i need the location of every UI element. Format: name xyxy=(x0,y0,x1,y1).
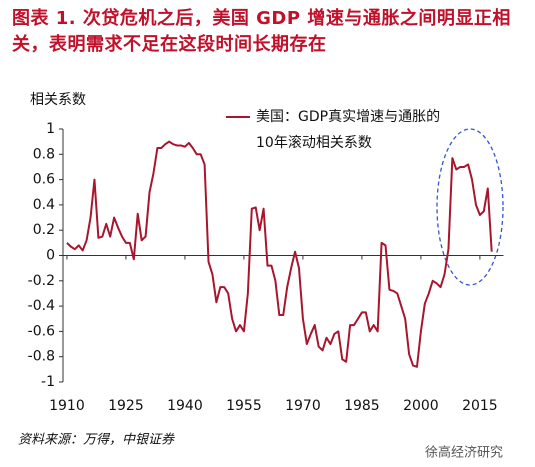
x-tick-label: 1910 xyxy=(49,398,85,414)
y-tick-label: -1 xyxy=(41,374,55,390)
x-tick-label: 1940 xyxy=(167,398,203,414)
y-axis-label: 相关系数 xyxy=(30,92,86,108)
legend-label: 美国：GDP真实增速与通胀的10年滚动相关系数 xyxy=(256,109,441,151)
x-tick-label: 2000 xyxy=(403,398,439,414)
y-tick-label: 1 xyxy=(46,121,55,137)
y-tick-label: -0.2 xyxy=(28,273,55,289)
y-tick-label: -0.4 xyxy=(28,298,55,314)
x-tick-label: 1970 xyxy=(285,398,321,414)
watermark: 徐高经济研究 xyxy=(425,445,503,461)
y-tick-label: -0.6 xyxy=(28,323,55,339)
y-tick-label: -0.8 xyxy=(28,349,55,365)
data-line xyxy=(66,140,493,368)
y-tick-label: 0.8 xyxy=(33,146,55,162)
x-tick-label: 1955 xyxy=(226,398,262,414)
x-tick-label: 2015 xyxy=(462,398,498,414)
source-note: 资料来源：万得，中银证券 xyxy=(18,433,175,448)
x-tick-label: 1925 xyxy=(108,398,144,414)
x-tick-label: 1985 xyxy=(344,398,380,414)
y-tick-label: 0.4 xyxy=(33,197,55,213)
chart-title: 图表 1. 次贷危机之后，美国 GDP 增速与通胀之间明显正相关，表明需求不足在… xyxy=(12,8,511,55)
y-tick-label: 0.2 xyxy=(33,222,55,238)
y-tick-label: 0.6 xyxy=(33,172,55,188)
y-tick-label: 0 xyxy=(46,248,55,264)
highlight-ellipse xyxy=(436,128,504,286)
